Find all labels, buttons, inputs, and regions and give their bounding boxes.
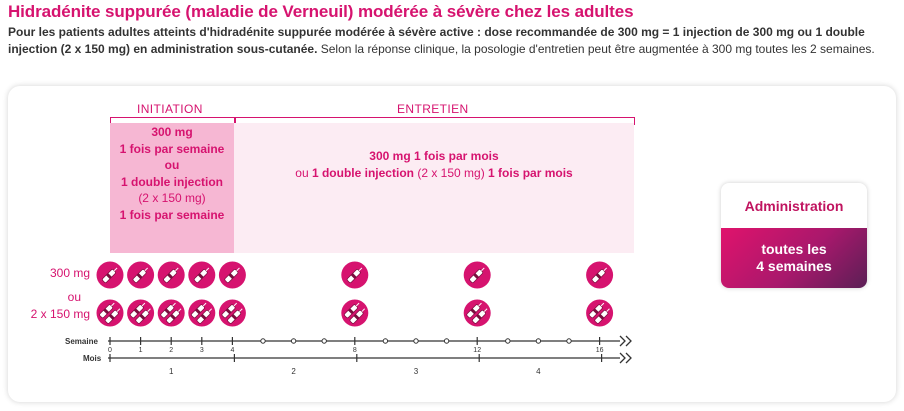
week-dot xyxy=(260,338,266,344)
single-injection-icon xyxy=(96,261,124,289)
dose-label-or: ou xyxy=(67,290,81,304)
double-injection-icon xyxy=(586,299,614,327)
intro-bold: Pour les patients adultes atteints d'hid… xyxy=(8,25,865,56)
initiation-text: 300 mg 1 fois par semaine ou 1 double in… xyxy=(110,124,234,223)
entretien-bracket xyxy=(235,117,635,125)
week-dot xyxy=(382,338,389,344)
week-tick-label: 4 xyxy=(230,347,234,354)
double-injection-icon xyxy=(127,299,155,327)
axis-label-mois: Mois xyxy=(83,354,102,363)
month-label: 2 xyxy=(291,367,296,376)
initiation-frequency: 1 fois par semaine xyxy=(119,141,225,156)
initiation-dose: 300 mg xyxy=(151,125,193,139)
week-dot xyxy=(443,338,450,344)
week-tick-label: 3 xyxy=(200,347,204,354)
entretien-double: 1 double injection xyxy=(311,166,414,180)
intro-paragraph: Pour les patients adultes atteints d'hid… xyxy=(8,24,896,57)
dose-label-single: 300 mg xyxy=(49,266,90,280)
month-label: 4 xyxy=(536,367,541,376)
administration-frequency: toutes les 4 semaines xyxy=(721,228,867,288)
timeline-diagram: 0 1 2 3 4 8 12 161 2 3 4 xyxy=(96,261,632,376)
initiation-double: 1 double injection xyxy=(120,174,223,189)
entretien-label: ENTRETIEN xyxy=(397,102,469,116)
intro-normal: Selon la réponse clinique, la posologie … xyxy=(317,41,875,56)
entretien-double-frequency: 1 fois par mois xyxy=(488,166,573,180)
axis-label-semaine: Semaine xyxy=(65,337,98,346)
single-injection-icon xyxy=(188,261,216,289)
month-axis-arrow xyxy=(619,352,632,364)
administration-line1: toutes les xyxy=(761,241,827,257)
administration-box: Administration toutes les 4 semaines xyxy=(721,183,867,288)
week-tick-label: 8 xyxy=(353,347,357,354)
month-label: 3 xyxy=(414,367,419,376)
single-injection-icon xyxy=(157,261,185,289)
week-dot xyxy=(535,338,542,344)
page-title: Hidradénite suppurée (maladie de Verneui… xyxy=(8,2,634,21)
single-injection-icon xyxy=(341,261,369,289)
single-injection-icon xyxy=(127,261,155,289)
single-injection-icon xyxy=(463,261,491,289)
week-tick-label: 12 xyxy=(473,347,481,354)
single-injection-icon xyxy=(586,261,614,289)
dosing-card: INITIATION ENTRETIEN 300 mg 1 fois par s… xyxy=(8,86,896,402)
double-injection-icon xyxy=(188,299,216,327)
double-injection-icon xyxy=(218,299,246,327)
initiation-double-detail: (2 x 150 mg) xyxy=(138,191,206,205)
initiation-panel xyxy=(110,123,234,253)
initiation-double-frequency: 1 fois par semaine xyxy=(119,207,225,222)
week-tick-label: 16 xyxy=(596,347,604,354)
week-tick-label: 1 xyxy=(139,347,143,354)
week-dot xyxy=(566,338,572,344)
entretien-dose: 300 mg 1 fois par mois xyxy=(369,149,499,163)
single-injection-icon xyxy=(218,261,246,289)
entretien-text: 300 mg 1 fois par mois ou 1 double injec… xyxy=(234,148,634,182)
month-label: 1 xyxy=(169,367,174,376)
double-injection-icon xyxy=(463,299,491,327)
double-injection-icon xyxy=(341,299,369,327)
dose-label-double: 2 x 150 mg xyxy=(30,307,90,321)
entretien-panel xyxy=(234,123,634,253)
week-dot xyxy=(505,338,511,344)
week-tick-label: 0 xyxy=(108,347,112,354)
initiation-bracket xyxy=(110,117,235,125)
week-axis-arrow xyxy=(619,335,632,347)
week-dot xyxy=(290,338,297,344)
initiation-or: ou xyxy=(164,158,180,172)
entretien-double-detail: (2 x 150 mg) xyxy=(417,166,485,180)
week-dot xyxy=(413,338,419,344)
administration-heading: Administration xyxy=(744,197,844,214)
double-injection-icon xyxy=(96,299,124,327)
initiation-label: INITIATION xyxy=(137,102,203,116)
administration-line2: 4 semaines xyxy=(756,258,832,274)
week-tick-label: 2 xyxy=(169,347,173,354)
week-dot xyxy=(321,338,327,344)
double-injection-icon xyxy=(157,299,185,327)
entretien-or: ou xyxy=(295,166,309,180)
